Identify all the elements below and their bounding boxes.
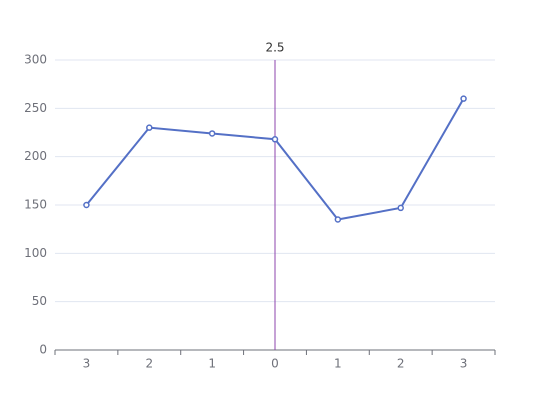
mark-line-label: 2.5: [265, 41, 284, 55]
point: [334, 216, 342, 223]
x-tick-label: 0: [271, 357, 279, 371]
y-tick-label: 150: [24, 198, 47, 212]
x-tick-label: 3: [83, 357, 91, 371]
y-tick-label: 100: [24, 246, 47, 260]
point: [460, 95, 467, 102]
y-tick-label: 250: [24, 101, 47, 115]
point: [397, 204, 404, 212]
y-tick-label: 0: [39, 343, 47, 357]
x-tick-label: 2: [397, 357, 405, 371]
x-tick-label: 2: [145, 357, 153, 371]
point: [146, 124, 153, 131]
x-tick-label: 3: [460, 357, 468, 371]
point: [271, 136, 279, 143]
y-tick-label: 200: [24, 149, 47, 163]
point: [208, 130, 216, 137]
y-tick-label: 50: [32, 294, 47, 308]
x-tick-label: 1: [334, 357, 342, 371]
y-tick-label: 300: [24, 53, 47, 67]
point: [83, 201, 90, 209]
x-tick-label: 1: [208, 357, 216, 371]
